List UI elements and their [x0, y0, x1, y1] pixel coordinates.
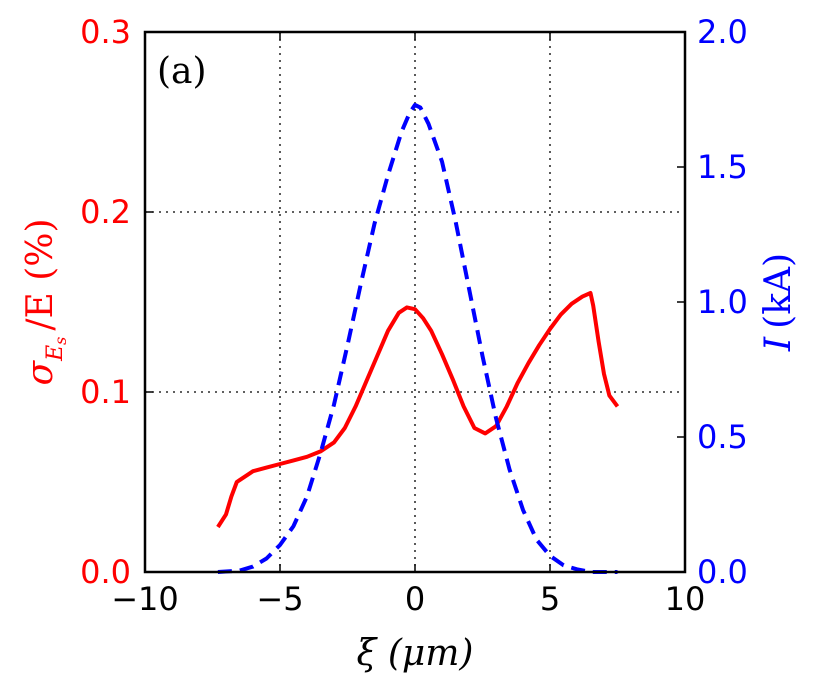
y-right-tick-label: 2.0 [697, 13, 748, 51]
series-line-current [217, 102, 618, 574]
y-left-tick-label: 0.3 [80, 13, 131, 51]
y-right-tick-label: 1.5 [697, 148, 748, 186]
x-axis-title: ξ (μm) [357, 633, 474, 674]
y-axis-title-right: I (kA) [758, 253, 799, 352]
x-tick-label: −10 [111, 580, 179, 618]
panel-label: (a) [157, 51, 207, 92]
y-left-tick-label: 0.0 [80, 553, 131, 591]
x-tick-label: 5 [540, 580, 560, 618]
x-tick-label: −5 [256, 580, 303, 618]
series-line-energy-spread [216, 291, 620, 529]
y-left-tick-label: 0.1 [80, 373, 131, 411]
y-left-sigma: σ [20, 360, 61, 386]
y-left-rest: /E (%) [20, 218, 61, 330]
ticks: −10 −5 0 5 100.00.10.20.30.00.51.01.52.0 [80, 13, 748, 618]
y-right-tick-label: 0.0 [697, 553, 748, 591]
y-right-tick-label: 0.5 [697, 418, 748, 456]
series-group [216, 102, 620, 574]
y-axis-title-left: σEs/E (%) [20, 218, 70, 385]
y-left-tick-label: 0.2 [80, 193, 131, 231]
y-right-unit: (kA) [758, 253, 799, 329]
y-right-tick-label: 1.0 [697, 283, 748, 321]
y-left-sub-e: E [43, 345, 68, 362]
y-left-sub-s: s [51, 337, 70, 345]
grid [145, 32, 685, 572]
x-tick-label: 0 [405, 580, 425, 618]
x-tick-label: 10 [665, 580, 706, 618]
y-right-symbol: I [758, 336, 799, 352]
